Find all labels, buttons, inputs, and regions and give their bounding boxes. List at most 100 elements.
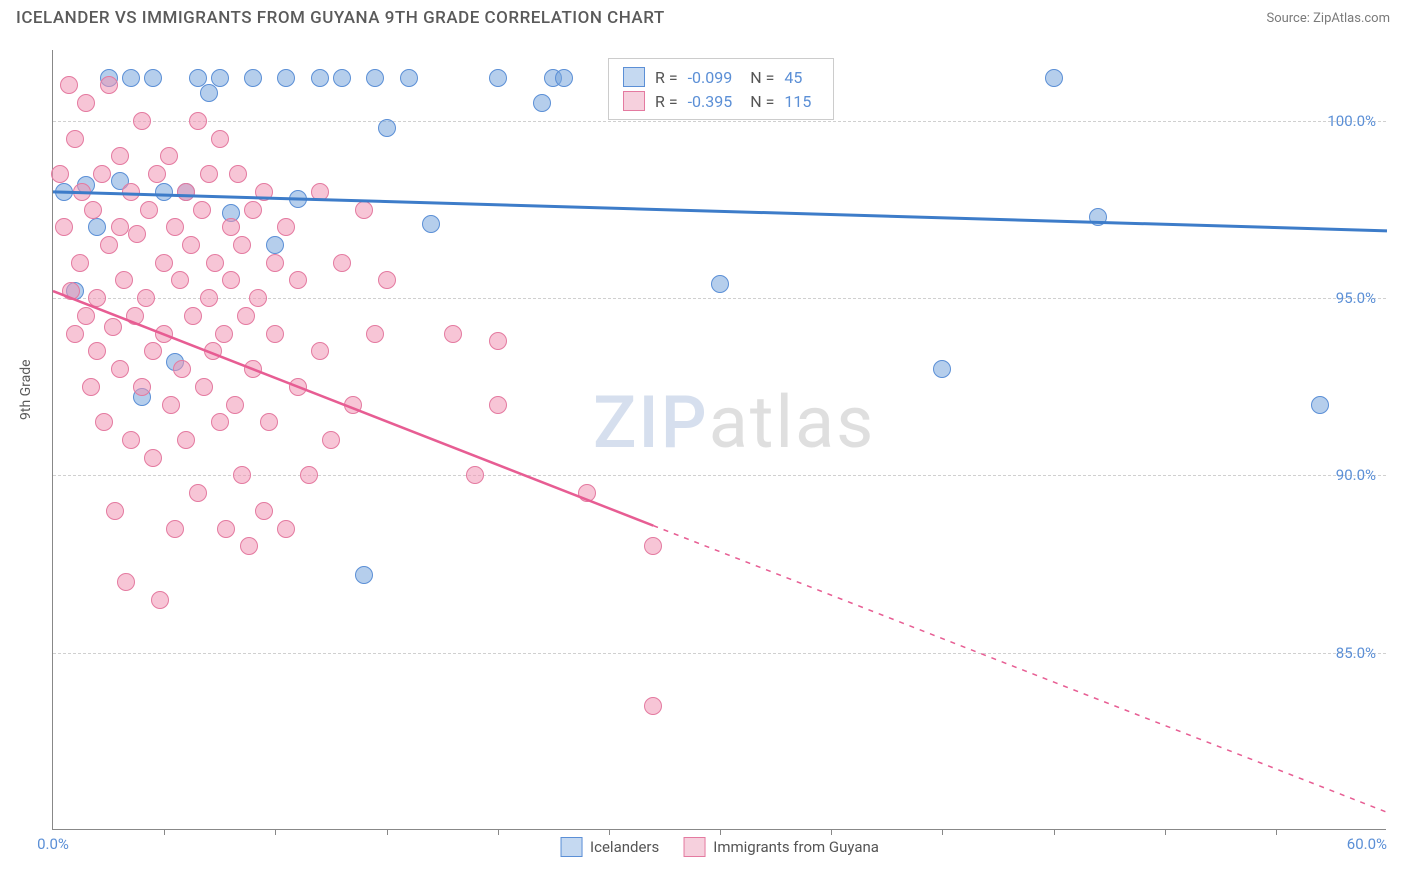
chart-title: ICELANDER VS IMMIGRANTS FROM GUYANA 9TH … bbox=[16, 8, 665, 28]
correlation-legend: R = -0.099N = 45R = -0.395N = 115 bbox=[608, 58, 834, 120]
y-tick-label: 95.0% bbox=[1336, 289, 1376, 307]
data-point bbox=[177, 183, 195, 201]
n-label: N = bbox=[750, 68, 774, 87]
data-point bbox=[66, 325, 84, 343]
watermark: ZIPatlas bbox=[593, 380, 875, 465]
data-point bbox=[244, 69, 262, 87]
data-point bbox=[193, 201, 211, 219]
data-point bbox=[200, 289, 218, 307]
data-point bbox=[77, 307, 95, 325]
data-point bbox=[489, 69, 507, 87]
series-legend: IcelandersImmigrants from Guyana bbox=[560, 837, 879, 857]
data-point bbox=[1311, 396, 1329, 414]
data-point bbox=[73, 183, 91, 201]
data-point bbox=[173, 360, 191, 378]
data-point bbox=[155, 183, 173, 201]
data-point bbox=[189, 112, 207, 130]
data-point bbox=[222, 218, 240, 236]
data-point bbox=[122, 69, 140, 87]
data-point bbox=[128, 225, 146, 243]
data-point bbox=[111, 360, 129, 378]
data-point bbox=[133, 378, 151, 396]
data-point bbox=[233, 466, 251, 484]
data-point bbox=[255, 502, 273, 520]
x-tick bbox=[609, 829, 610, 835]
x-tick bbox=[1276, 829, 1277, 835]
data-point bbox=[66, 130, 84, 148]
data-point bbox=[55, 218, 73, 236]
data-point bbox=[378, 119, 396, 137]
data-point bbox=[62, 282, 80, 300]
x-tick bbox=[164, 829, 165, 835]
n-value: 115 bbox=[784, 92, 811, 111]
data-point bbox=[88, 218, 106, 236]
data-point bbox=[244, 201, 262, 219]
data-point bbox=[93, 165, 111, 183]
data-point bbox=[215, 325, 233, 343]
data-point bbox=[217, 520, 235, 538]
data-point bbox=[233, 236, 251, 254]
legend-swatch bbox=[623, 67, 645, 87]
data-point bbox=[137, 289, 155, 307]
data-point bbox=[82, 378, 100, 396]
data-point bbox=[244, 360, 262, 378]
r-label: R = bbox=[655, 68, 678, 87]
y-axis-label: 9th Grade bbox=[18, 359, 34, 420]
data-point bbox=[422, 215, 440, 233]
data-point bbox=[289, 190, 307, 208]
data-point bbox=[578, 484, 596, 502]
data-point bbox=[266, 236, 284, 254]
data-point bbox=[277, 69, 295, 87]
data-point bbox=[260, 413, 278, 431]
data-point bbox=[311, 183, 329, 201]
data-point bbox=[533, 94, 551, 112]
x-tick bbox=[1054, 829, 1055, 835]
watermark-rest: atlas bbox=[709, 380, 876, 465]
data-point bbox=[88, 342, 106, 360]
data-point bbox=[55, 183, 73, 201]
data-point bbox=[144, 449, 162, 467]
data-point bbox=[160, 147, 178, 165]
data-point bbox=[111, 218, 129, 236]
gridline bbox=[53, 475, 1386, 476]
x-tick-label: 0.0% bbox=[37, 835, 69, 853]
data-point bbox=[277, 218, 295, 236]
data-point bbox=[489, 332, 507, 350]
data-point bbox=[148, 165, 166, 183]
data-point bbox=[311, 342, 329, 360]
series-name: Immigrants from Guyana bbox=[713, 838, 879, 856]
data-point bbox=[60, 76, 78, 94]
series-legend-item: Immigrants from Guyana bbox=[683, 837, 879, 857]
regression-line-dashed bbox=[653, 526, 1387, 813]
data-point bbox=[140, 201, 158, 219]
gridline bbox=[53, 653, 1386, 654]
data-point bbox=[355, 201, 373, 219]
data-point bbox=[289, 378, 307, 396]
data-point bbox=[344, 396, 362, 414]
data-point bbox=[1089, 208, 1107, 226]
data-point bbox=[333, 254, 351, 272]
data-point bbox=[211, 130, 229, 148]
gridline bbox=[53, 121, 1386, 122]
x-tick bbox=[942, 829, 943, 835]
correlation-legend-row: R = -0.395N = 115 bbox=[623, 89, 819, 113]
data-point bbox=[162, 396, 180, 414]
data-point bbox=[166, 520, 184, 538]
data-point bbox=[71, 254, 89, 272]
data-point bbox=[266, 254, 284, 272]
data-point bbox=[177, 431, 195, 449]
x-tick-label: 60.0% bbox=[1347, 835, 1387, 853]
data-point bbox=[122, 431, 140, 449]
data-point bbox=[95, 413, 113, 431]
data-point bbox=[644, 697, 662, 715]
data-point bbox=[184, 307, 202, 325]
y-tick-label: 85.0% bbox=[1336, 644, 1376, 662]
x-tick bbox=[831, 829, 832, 835]
data-point bbox=[171, 271, 189, 289]
data-point bbox=[195, 378, 213, 396]
legend-swatch bbox=[623, 91, 645, 111]
data-point bbox=[555, 69, 573, 87]
data-point bbox=[933, 360, 951, 378]
correlation-legend-row: R = -0.099N = 45 bbox=[623, 65, 819, 89]
scatter-chart: ZIPatlas 85.0%90.0%95.0%100.0%0.0%60.0%R… bbox=[52, 50, 1386, 830]
